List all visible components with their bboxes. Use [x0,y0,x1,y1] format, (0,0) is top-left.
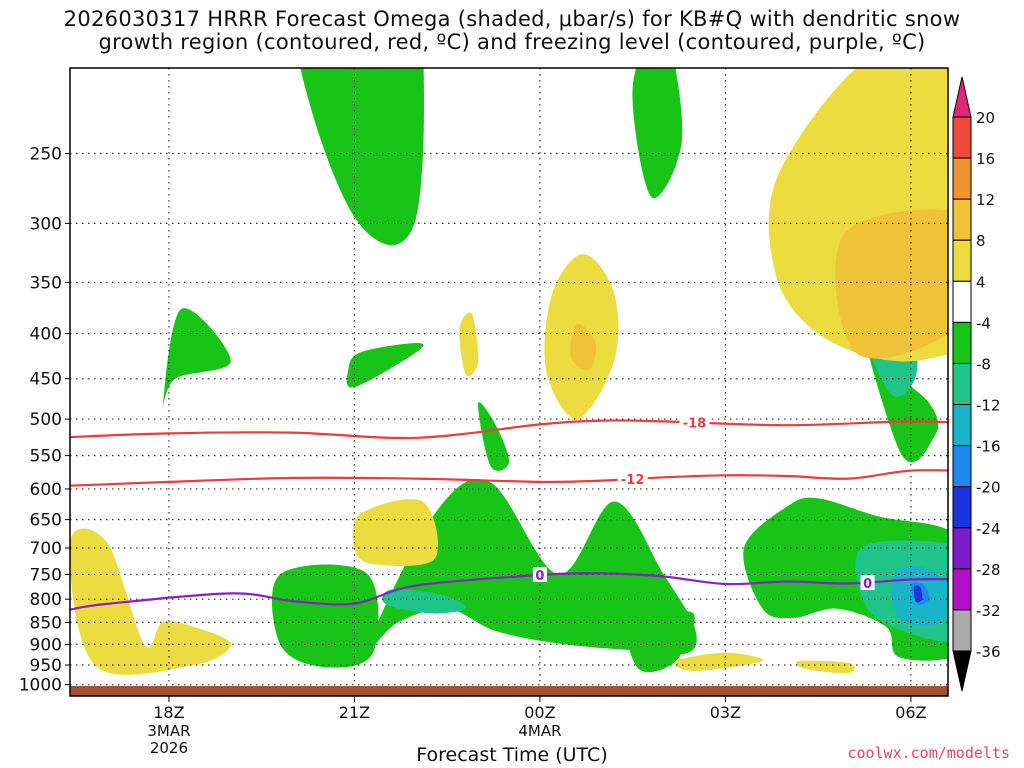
colorbar-segment [952,198,972,241]
colorbar-label: 4 [976,273,986,291]
colorbar-label: -24 [976,520,1001,538]
y-tick-label: 950 [30,656,62,676]
isotherm-contours [70,419,948,611]
x-tick-label: 06Z [895,703,926,722]
x-tick-sublabel: 3MAR [147,722,190,740]
contour-label: -12 [621,473,645,488]
omega-region [632,68,683,199]
y-tick-label: 300 [30,214,62,234]
x-axis-title: Forecast Time (UTC) [416,744,608,766]
contour-label: -18 [683,416,707,431]
colorbar-segment [952,527,972,570]
colorbar-segment [952,321,972,364]
colorbar-label: 20 [976,109,995,127]
dsgz-18-contour [70,419,948,440]
colorbar-segment [952,280,972,323]
colorbar-label: 16 [976,150,995,168]
x-tick-label: 00Z [524,703,555,722]
omega-region [162,308,231,410]
y-tick-label: 400 [30,325,62,345]
contour-labels: -18 -12 0 0 [532,414,875,592]
omega-region [796,660,855,674]
colorbar-label: -32 [976,602,1001,620]
contour-label-bg [617,470,648,486]
colorbar-label: -8 [976,355,991,373]
colorbar-label: -28 [976,561,1001,579]
y-tick-label: 1000 [19,676,62,696]
chart-title-line-1: 2026030317 HRRR Forecast Omega (shaded, … [63,7,961,31]
omega-region [346,343,424,388]
colorbar-label: -36 [976,643,1001,661]
omega-region [570,323,597,371]
ground-surface [70,686,948,696]
x-axis: 18Z3MAR202621Z00Z4MAR03Z06Z09Z [147,696,927,757]
omega-region [271,564,379,668]
x-tick-label: 18Z [153,703,184,722]
y-tick-label: 500 [30,410,62,430]
gridlines [70,68,948,696]
contour-label-bg [860,575,875,591]
colorbar-segment [952,239,972,282]
contour-label: 0 [535,569,544,584]
colorbar-label: 12 [976,191,995,209]
y-tick-label: 350 [30,273,62,293]
omega-shading-layer [70,68,1024,675]
y-tick-label: 450 [30,370,62,390]
dsgz-12-contour [70,469,948,487]
y-axis: 2503003504004505005506006507007508008509… [19,144,70,696]
omega-region [459,312,479,377]
omega-region [913,585,923,603]
y-tick-label: 800 [30,590,62,610]
contour-label-bg [679,414,710,430]
colorbar-segment [952,404,972,447]
site-credit: coolwx.com/modelts [847,744,1010,762]
omega-region [70,528,231,675]
omega-region [300,68,424,246]
omega-region [352,499,439,567]
y-tick-label: 250 [30,144,62,164]
contour-label-bg [532,566,547,582]
omega-region [1008,348,1024,623]
colorbar-segment [952,116,972,159]
chart-title-line-2: growth region (contoured, red, ºC) and f… [98,30,926,54]
colorbar-segment [952,445,972,488]
colorbar-top-arrow [952,76,972,118]
x-tick-sublabel: 4MAR [518,722,561,740]
x-tick-sublabel: 2026 [150,739,188,757]
y-tick-label: 600 [30,480,62,500]
contour-label: 0 [863,577,872,592]
colorbar-label: 8 [976,232,986,250]
omega-region [835,209,948,359]
y-tick-label: 850 [30,613,62,633]
colorbar-label: -20 [976,479,1001,497]
x-tick-label: 03Z [710,703,741,722]
colorbar-label: -4 [976,314,991,332]
y-tick-label: 900 [30,635,62,655]
y-tick-label: 650 [30,511,62,531]
colorbar-label: -12 [976,397,1001,415]
colorbar-segment [952,362,972,406]
colorbar: 20 16 12 8 4 -4 -8 -12 -16 -20 -24 -28 -32 -36 [952,76,1001,692]
x-tick-label: 21Z [339,703,370,722]
y-tick-label: 750 [30,565,62,585]
omega-region [674,652,764,671]
colorbar-segment [952,568,972,611]
colorbar-segment [952,609,972,652]
colorbar-bottom-arrow [952,650,972,692]
omega-region [478,402,510,471]
omega-region [382,589,466,614]
freezing-level-contour [70,572,948,611]
colorbar-label: -16 [976,438,1001,456]
plot-frame [69,67,949,697]
y-tick-label: 550 [30,447,62,467]
y-tick-label: 700 [30,539,62,559]
colorbar-segment [952,157,972,200]
colorbar-segment [952,486,972,529]
omega-region [365,479,697,655]
